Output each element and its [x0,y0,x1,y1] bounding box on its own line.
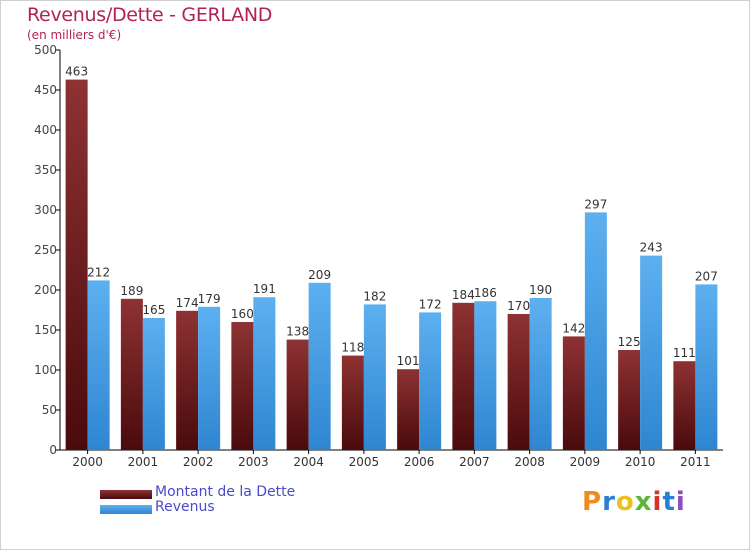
data-label: 138 [286,325,309,339]
data-label: 182 [363,289,386,303]
bar-revenus [584,212,607,450]
data-label: 191 [253,282,276,296]
legend-label-revenus: Revenus [155,499,215,515]
data-label: 165 [142,303,165,317]
data-label: 190 [529,283,552,297]
x-tick-label: 2000 [72,455,103,469]
bar-dette [286,339,309,450]
bar-dette [562,336,585,450]
x-tick-label: 2007 [459,455,490,469]
data-label: 172 [419,297,442,311]
legend-swatch-revenus [100,505,152,514]
x-tick-label: 2001 [128,455,159,469]
y-tick-label: 450 [34,83,57,97]
data-label: 212 [87,265,110,279]
x-tick-label: 2002 [183,455,214,469]
x-tick-label: 2009 [570,455,601,469]
data-label: 125 [618,335,641,349]
bar-dette [176,310,199,450]
data-label: 111 [673,346,696,360]
data-label: 184 [452,288,475,302]
bar-revenus [474,301,497,450]
data-label: 174 [176,296,199,310]
y-tick-label: 0 [49,443,57,457]
data-label: 207 [695,269,718,283]
x-tick-label: 2008 [514,455,545,469]
chart-title: Revenus/Dette - GERLAND [27,4,273,26]
data-label: 297 [584,197,607,211]
bar-revenus [198,306,221,450]
y-tick-label: 50 [42,403,57,417]
x-tick-label: 2010 [625,455,656,469]
data-label: 160 [231,307,254,321]
data-label: 142 [562,321,585,335]
bar-revenus [695,284,718,450]
bar-dette [618,350,641,450]
bar-dette [452,302,475,450]
data-label: 463 [65,65,88,79]
bar-revenus [363,304,386,450]
bar-revenus [87,280,110,450]
x-tick-label: 2006 [404,455,435,469]
data-label: 243 [640,241,663,255]
chart-subtitle: (en milliers d'€) [27,28,122,42]
proxiti-logo: Proxiti [582,487,686,517]
legend-label-dette: Montant de la Dette [155,484,296,500]
bar-revenus [529,298,552,450]
bar-dette [120,298,143,450]
legend-swatch-dette [100,490,152,499]
data-label: 186 [474,286,497,300]
data-label: 189 [120,284,143,298]
x-tick-label: 2011 [680,455,711,469]
data-label: 101 [397,354,420,368]
bar-revenus [308,282,331,450]
x-tick-label: 2005 [349,455,380,469]
bar-dette [231,322,254,450]
x-tick-label: 2003 [238,455,269,469]
y-tick-label: 400 [34,123,57,137]
data-label: 209 [308,268,331,282]
data-label: 118 [341,341,364,355]
y-tick-label: 250 [34,243,57,257]
y-tick-label: 500 [34,43,57,57]
y-tick-label: 100 [34,363,57,377]
x-tick-label: 2004 [293,455,324,469]
bar-dette [397,369,420,450]
bar-dette [507,314,530,450]
bar-dette [673,361,696,450]
y-tick-label: 150 [34,323,57,337]
y-tick-label: 300 [34,203,57,217]
bar-revenus [253,297,276,450]
bar-revenus [142,318,165,450]
data-label: 179 [198,292,221,306]
bar-revenus [419,312,442,450]
y-tick-label: 350 [34,163,57,177]
y-tick-label: 200 [34,283,57,297]
bar-dette [341,355,364,450]
bar-dette [65,79,88,450]
bar-revenus [640,255,663,450]
data-label: 170 [507,299,530,313]
